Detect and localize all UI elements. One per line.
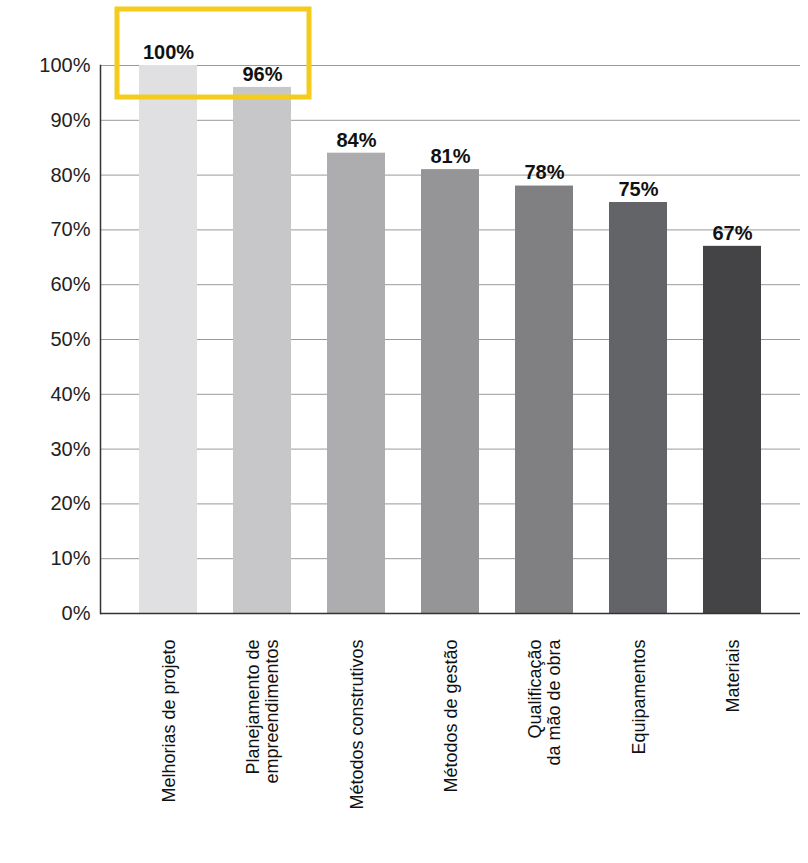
svg-text:Melhorias de projeto: Melhorias de projeto (159, 640, 179, 803)
svg-text:50%: 50% (50, 328, 90, 350)
svg-text:90%: 90% (50, 109, 90, 131)
svg-text:Métodos de gestão: Métodos de gestão (441, 640, 461, 793)
svg-text:Materiais: Materiais (723, 640, 743, 713)
svg-text:100%: 100% (143, 41, 194, 63)
svg-text:10%: 10% (50, 547, 90, 569)
svg-text:Equipamentos: Equipamentos (629, 640, 649, 755)
svg-text:80%: 80% (50, 164, 90, 186)
svg-text:Planejamento deempreendimentos: Planejamento deempreendimentos (243, 640, 282, 784)
svg-text:20%: 20% (50, 492, 90, 514)
svg-text:40%: 40% (50, 383, 90, 405)
svg-text:75%: 75% (618, 178, 658, 200)
svg-text:100%: 100% (39, 54, 90, 76)
svg-text:0%: 0% (62, 602, 91, 624)
svg-text:84%: 84% (336, 129, 376, 151)
svg-text:Qualificaçãoda mão de obra: Qualificaçãoda mão de obra (525, 639, 564, 766)
svg-text:78%: 78% (524, 161, 564, 183)
svg-text:67%: 67% (712, 222, 752, 244)
svg-text:96%: 96% (242, 63, 282, 85)
svg-text:60%: 60% (50, 273, 90, 295)
svg-text:70%: 70% (50, 218, 90, 240)
svg-text:81%: 81% (430, 145, 470, 167)
svg-text:30%: 30% (50, 438, 90, 460)
svg-text:Métodos construtivos: Métodos construtivos (347, 640, 367, 810)
